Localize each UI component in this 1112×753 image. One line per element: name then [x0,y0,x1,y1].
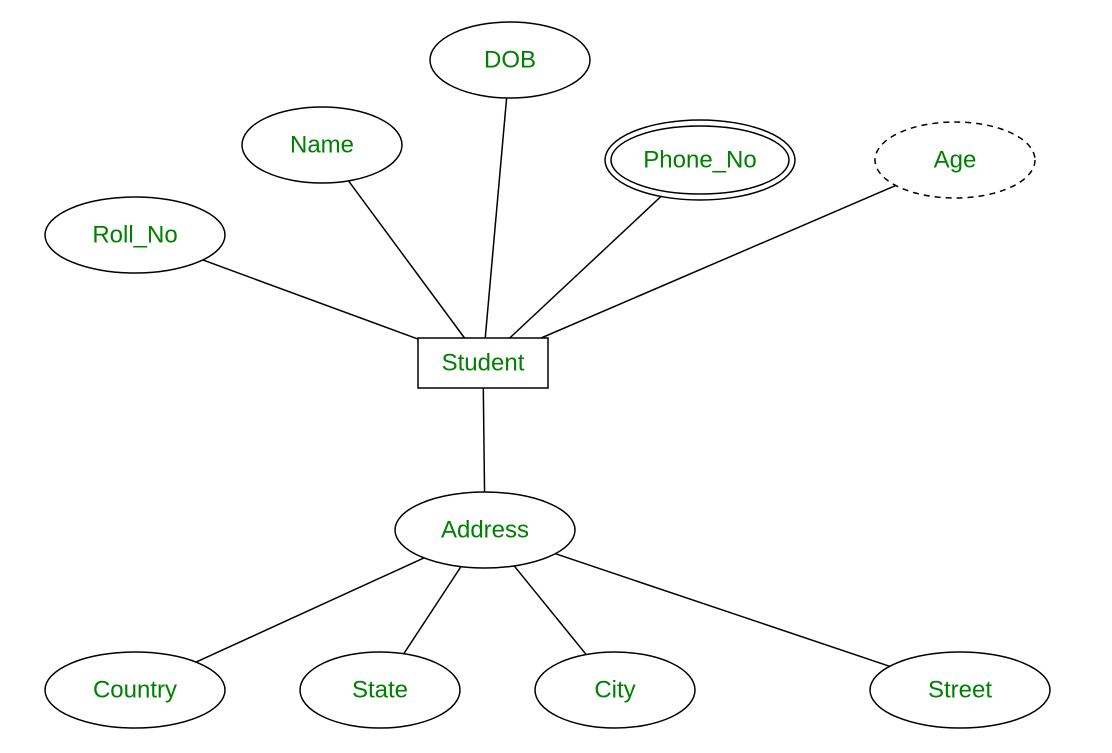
entity-student-label: Student [442,350,525,377]
attribute-city: City [535,652,695,728]
nodes-layer: Student Roll_No Name DOB Phone_No Age Address C… [45,22,1050,728]
edge-entity-roll_no [203,260,418,339]
edge-entity-address [483,388,484,492]
attribute-phone_no: Phone_No [605,120,795,200]
edge-entity-name [348,181,464,338]
attribute-name-label: Name [290,132,354,159]
attribute-dob: DOB [430,22,590,98]
edge-entity-age [541,186,896,338]
attribute-country-label: Country [93,677,177,704]
attribute-address-label: Address [441,517,529,544]
attribute-address: Address [395,492,575,568]
attribute-city-label: City [594,677,635,704]
edge-address-city [514,566,586,655]
attribute-roll_no: Roll_No [45,197,225,273]
attribute-street: Street [870,652,1050,728]
edge-address-street [555,554,889,667]
attribute-phone_no-label: Phone_No [643,147,756,174]
edge-address-state [404,567,461,654]
attribute-age: Age [875,122,1035,198]
attribute-dob-label: DOB [484,47,536,74]
attribute-state-label: State [352,677,408,704]
edge-address-country [196,558,424,662]
er-diagram: Student Roll_No Name DOB Phone_No Age Address C… [0,0,1112,753]
attribute-age-label: Age [934,147,977,174]
attribute-country: Country [45,652,225,728]
attribute-roll_no-label: Roll_No [92,222,177,249]
edge-entity-phone_no [510,196,661,338]
attribute-state: State [300,652,460,728]
attribute-name: Name [242,107,402,183]
edge-entity-dob [485,98,506,338]
attribute-street-label: Street [928,677,992,704]
